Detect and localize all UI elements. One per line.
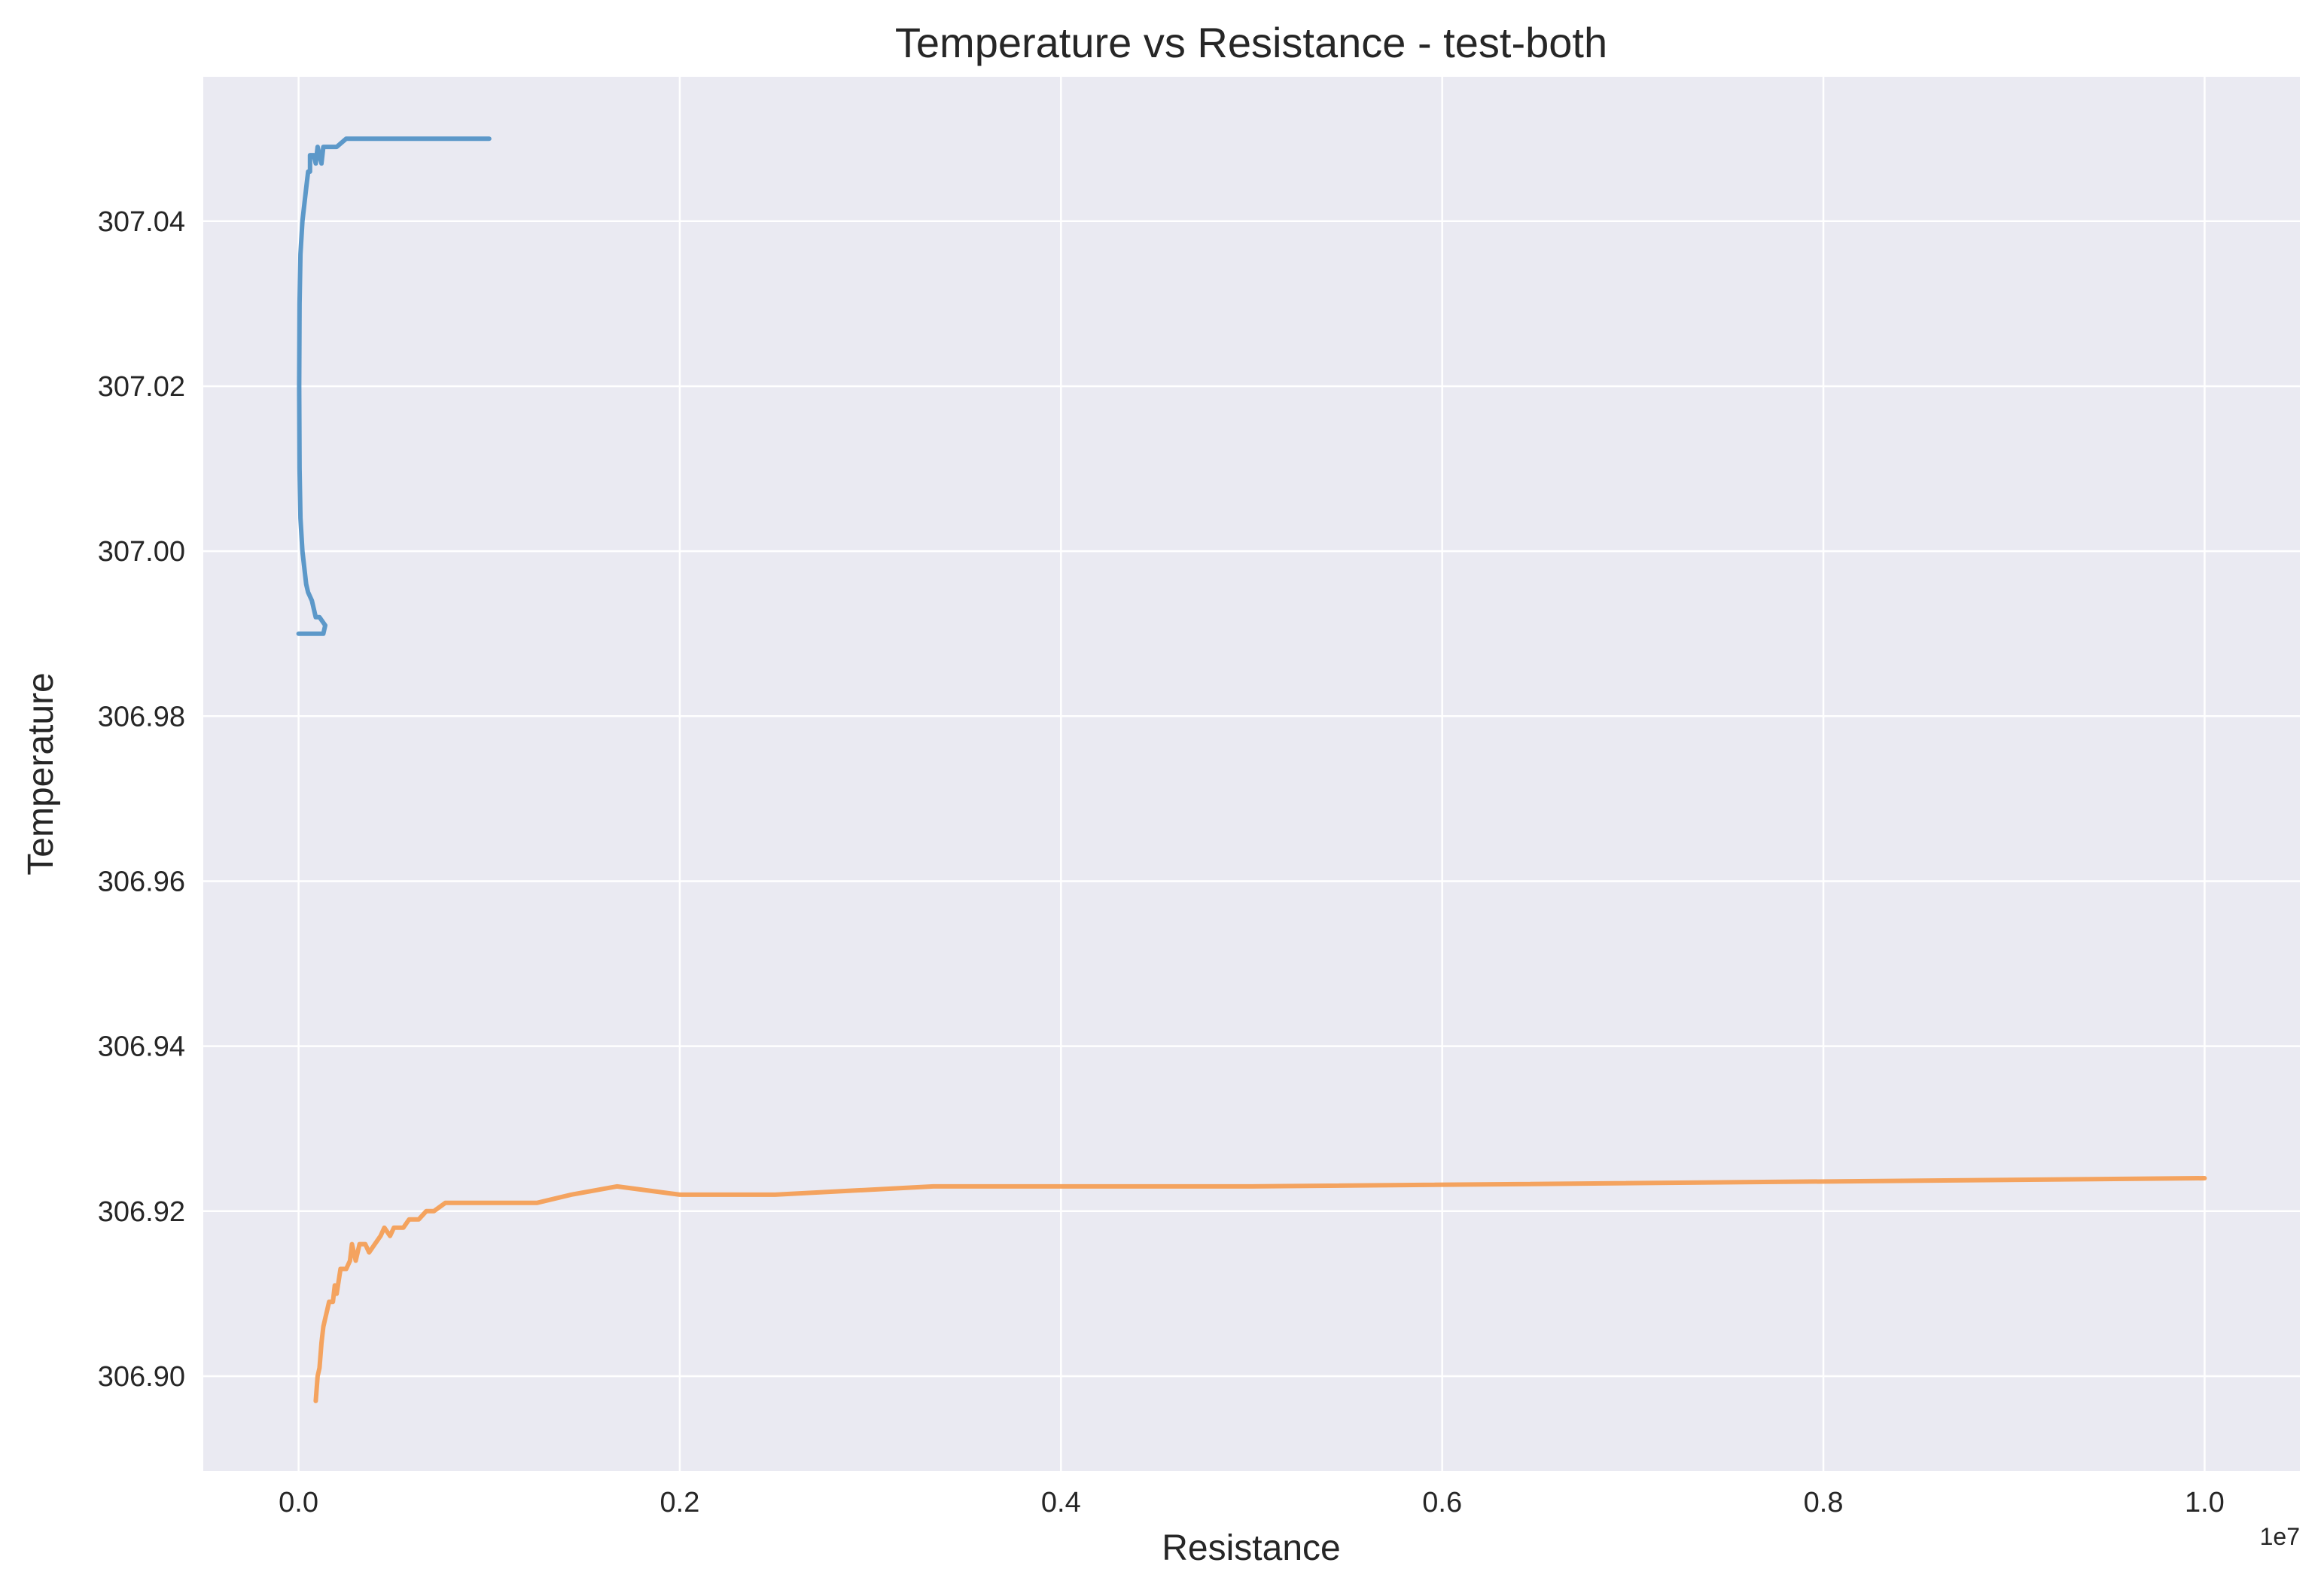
x-tick-label: 0.6 [1422,1487,1462,1518]
x-tick-label: 0.2 [660,1487,700,1518]
y-tick-label: 307.02 [98,371,185,403]
y-tick-label: 306.96 [98,866,185,897]
y-gridlines [203,220,2300,1378]
y-tick-label: 307.00 [98,536,185,568]
chart-title: Temperature vs Resistance - test-both [895,19,1607,66]
x-tick-label: 1.0 [2185,1487,2225,1518]
x-axis-label: Resistance [1162,1528,1340,1568]
y-tick-label: 306.94 [98,1031,185,1063]
y-tick-label: 306.92 [98,1196,185,1228]
series-line-2 [313,1176,2207,1403]
x-tick-label: 0.0 [279,1487,318,1518]
series-line-1 [296,136,492,636]
x-gridlines [297,77,2206,1471]
y-tick-label: 306.98 [98,701,185,733]
plot-area [203,77,2300,1471]
x-tick-label: 0.4 [1041,1487,1081,1518]
y-axis-label: Temperature [21,672,61,875]
series-layer [296,136,2207,1403]
x-tick-label: 0.8 [1804,1487,1844,1518]
y-tick-label: 307.04 [98,206,185,238]
x-axis-offset-label: 1e7 [2260,1523,2300,1550]
x-tick-labels: 0.0 0.2 0.4 0.6 0.8 1.0 [279,1487,2225,1518]
y-tick-label: 306.90 [98,1361,185,1393]
y-tick-labels: 306.90 306.92 306.94 306.96 306.98 307.00 307.… [98,206,185,1393]
